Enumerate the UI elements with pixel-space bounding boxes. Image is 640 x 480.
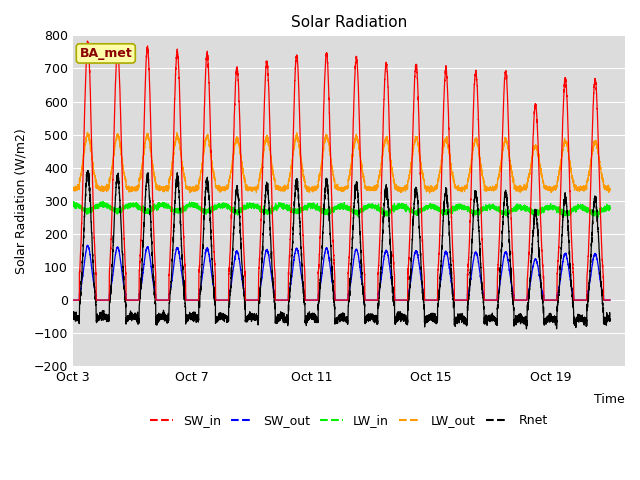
LW_out — [165, 180, 173, 185]
Title: Solar Radiation: Solar Radiation — [291, 15, 407, 30]
Text: BA_met: BA_met — [79, 47, 132, 60]
LW_out — [69, 187, 77, 192]
SW_in — [249, 297, 257, 303]
LW_out — [388, 168, 396, 174]
Legend: SW_in, SW_out, LW_in, LW_out, Rnet: SW_in, SW_out, LW_in, LW_out, Rnet — [145, 409, 553, 432]
LW_in — [388, 208, 396, 214]
SW_out — [606, 297, 614, 303]
Rnet — [606, 316, 614, 322]
LW_in — [91, 204, 99, 209]
SW_out — [168, 276, 176, 282]
LW_out — [91, 174, 99, 180]
LW_in — [69, 203, 77, 209]
Rnet — [388, 290, 396, 296]
Line: SW_out: SW_out — [73, 245, 610, 300]
LW_in — [606, 206, 614, 212]
SW_out — [91, 286, 99, 292]
SW_out — [84, 242, 92, 248]
Rnet — [165, 304, 173, 310]
Rnet — [249, 314, 257, 320]
LW_out — [600, 183, 608, 189]
SW_out — [165, 291, 173, 297]
Rnet — [168, 256, 176, 262]
LW_out — [249, 184, 257, 190]
Rnet — [91, 285, 99, 290]
Rnet — [600, 321, 608, 326]
LW_in — [600, 205, 608, 211]
SW_in — [600, 297, 608, 303]
SW_in — [91, 244, 99, 250]
Y-axis label: Solar Radiation (W/m2): Solar Radiation (W/m2) — [15, 128, 28, 274]
LW_out — [83, 130, 91, 135]
LW_out — [606, 187, 614, 192]
Rnet — [69, 314, 77, 320]
SW_in — [388, 235, 396, 241]
LW_in — [165, 203, 173, 208]
SW_in — [165, 272, 173, 278]
SW_in — [69, 297, 77, 303]
SW_in — [606, 297, 614, 303]
LW_in — [100, 199, 108, 204]
Line: Rnet: Rnet — [73, 170, 610, 329]
Line: SW_in: SW_in — [73, 41, 610, 300]
LW_in — [594, 215, 602, 220]
LW_out — [426, 190, 433, 196]
Line: LW_out: LW_out — [73, 132, 610, 193]
Line: LW_in: LW_in — [73, 202, 610, 217]
SW_in — [84, 38, 92, 44]
LW_in — [168, 204, 176, 210]
LW_out — [168, 161, 176, 167]
SW_out — [600, 297, 608, 303]
Rnet — [84, 168, 92, 173]
Text: Time: Time — [595, 393, 625, 406]
SW_out — [69, 297, 77, 303]
SW_in — [168, 193, 176, 199]
SW_out — [388, 284, 396, 289]
Rnet — [523, 326, 531, 332]
LW_in — [249, 202, 257, 207]
SW_out — [249, 297, 257, 303]
